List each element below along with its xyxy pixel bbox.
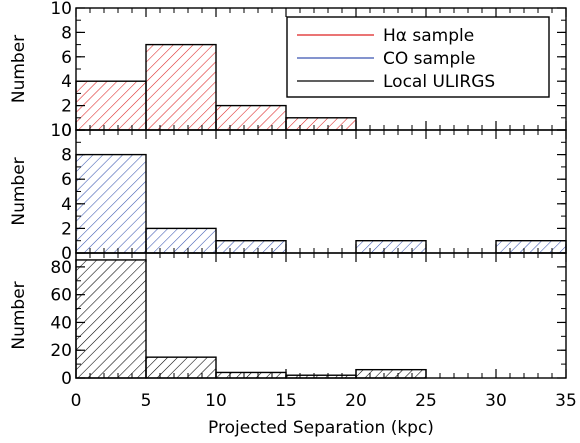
bar-middle-30-35	[495, 239, 567, 254]
bar-top-10-15	[215, 104, 287, 131]
ylabel-bottom: Number	[9, 281, 29, 349]
bar-bottom-20-25	[355, 368, 427, 379]
legend-label-1: CO sample	[383, 49, 475, 69]
ytick-label-middle-4: 4	[61, 195, 72, 215]
ylabel-middle: Number	[9, 157, 29, 225]
bar-middle-0-5	[75, 153, 147, 254]
ylabel-top: Number	[9, 35, 29, 103]
ytick-label-top-8: 8	[61, 23, 72, 43]
xtick-label-0: 0	[71, 391, 82, 411]
xtick-label-10: 10	[205, 391, 227, 411]
ytick-label-middle-0: 0	[61, 244, 72, 264]
xlabel: Projected Separation (kpc)	[208, 418, 434, 438]
ytick-label-middle-6: 6	[61, 170, 72, 190]
bar-top-15-20	[285, 117, 357, 131]
legend: Hα sample CO sample Local ULIRGS	[286, 16, 550, 98]
bar-top-0-5	[75, 80, 147, 131]
ytick-label-middle-2: 2	[61, 219, 72, 239]
ytick-label-top-0: 0	[61, 121, 72, 141]
panel-bottom: 0 20 40 60 80 Number	[9, 252, 567, 389]
bar-bottom-0-5	[75, 259, 147, 379]
ytick-label-bottom-40: 40	[50, 313, 72, 333]
ytick-label-top-2: 2	[61, 97, 72, 117]
ytick-label-bottom-60: 60	[50, 286, 72, 306]
ytick-label-top-10: 10	[50, 0, 72, 19]
legend-label-2: Local ULIRGS	[383, 72, 495, 92]
bar-middle-20-25	[355, 239, 427, 254]
bar-bottom-5-10	[145, 356, 217, 379]
xtick-label-5: 5	[141, 391, 152, 411]
xtick-label-30: 30	[485, 391, 507, 411]
xtick-label-35: 35	[555, 391, 577, 411]
ytick-label-middle-10: 10	[50, 121, 72, 141]
bar-middle-5-10	[145, 227, 217, 254]
ytick-label-bottom-20: 20	[50, 341, 72, 361]
ytick-label-top-4: 4	[61, 72, 72, 92]
bar-top-5-10	[145, 43, 217, 131]
bar-bottom-10-15	[215, 371, 287, 379]
legend-box	[286, 16, 550, 98]
ytick-label-top-6: 6	[61, 48, 72, 68]
xtick-label-20: 20	[345, 391, 367, 411]
panel-frame-bottom	[75, 252, 567, 379]
bar-middle-10-15	[215, 239, 287, 254]
panel-top: 0 2 4 6 8 10 Number Hα sample CO sample Local ULI…	[9, 0, 567, 141]
legend-label-0: Hα sample	[383, 26, 474, 46]
panel-middle: 0 2 4 6 8 10 Number	[9, 121, 567, 264]
ytick-label-bottom-0: 0	[61, 369, 72, 389]
ytick-label-middle-8: 8	[61, 146, 72, 166]
ytick-label-bottom-80: 80	[50, 258, 72, 278]
xtick-label-25: 25	[415, 391, 437, 411]
xtick-label-15: 15	[275, 391, 297, 411]
